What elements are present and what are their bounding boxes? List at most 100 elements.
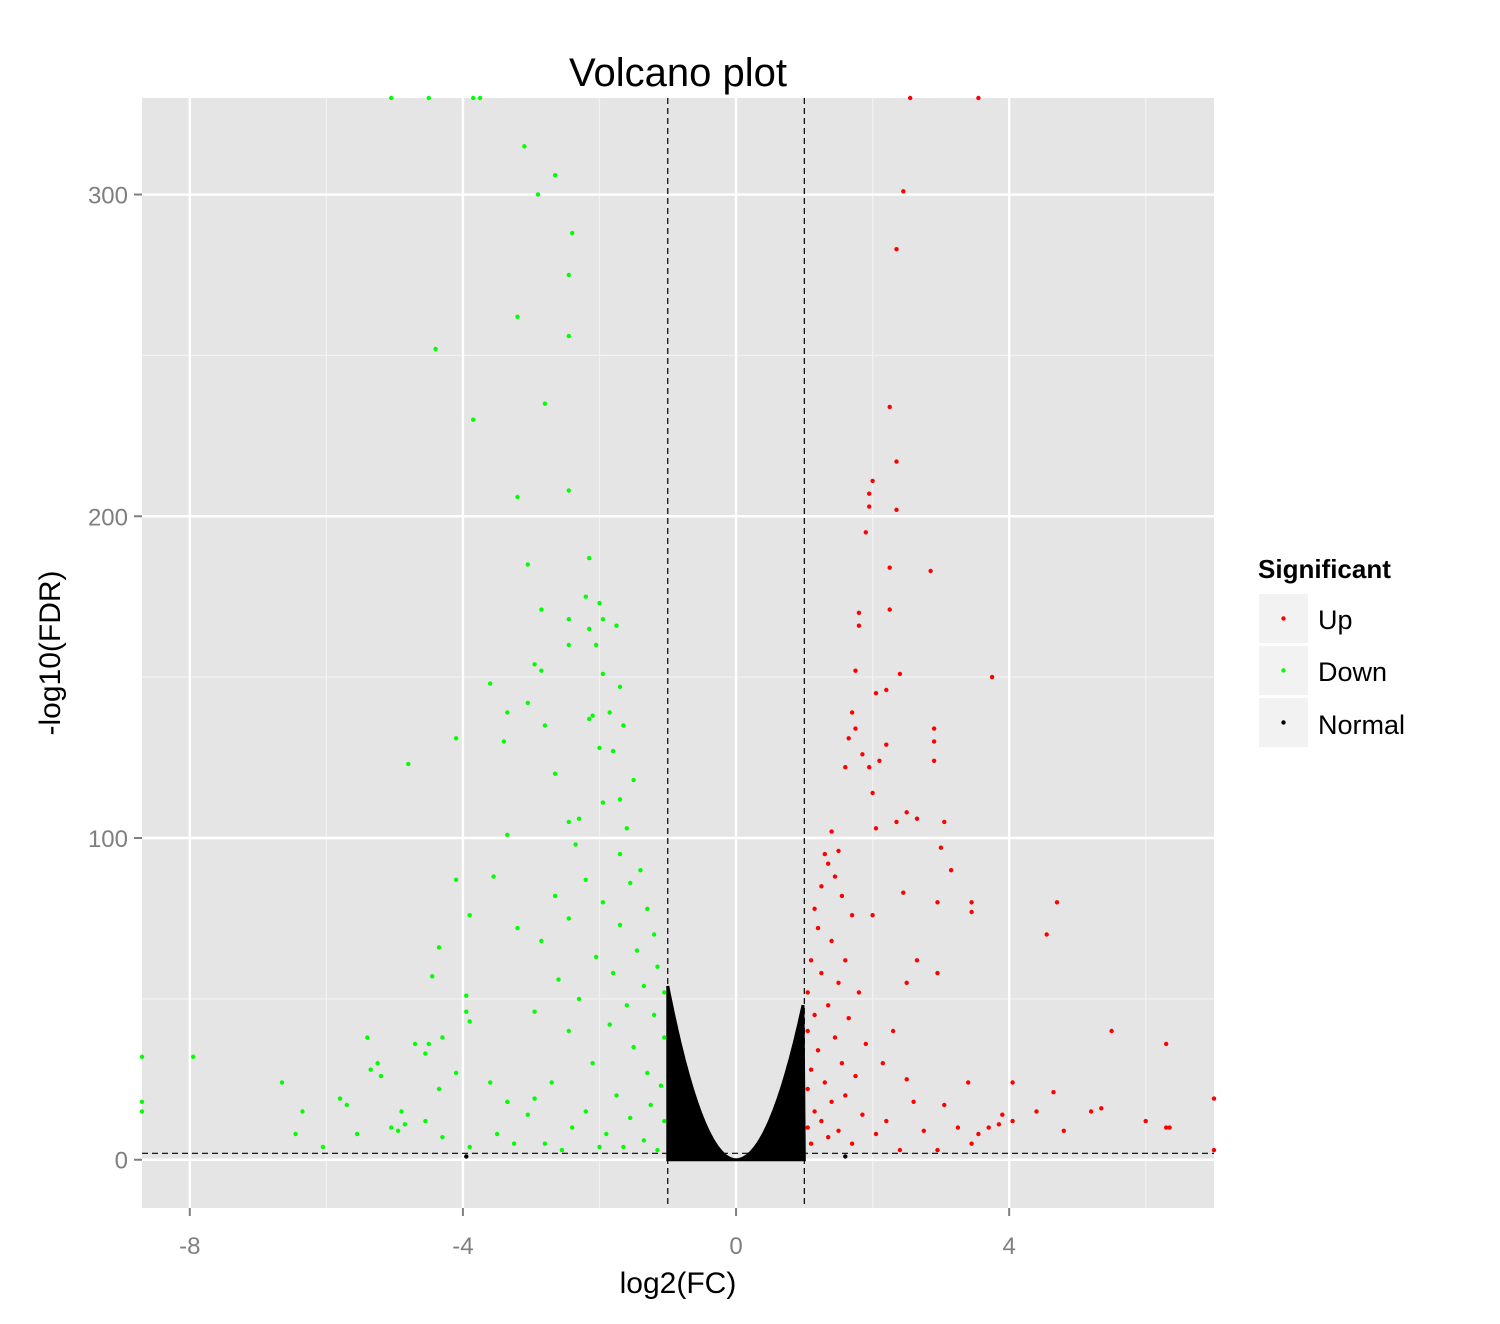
x-tick-label: -4 <box>452 1233 473 1260</box>
up-point <box>1099 1106 1104 1111</box>
up-point <box>853 668 858 673</box>
down-point <box>645 1070 650 1076</box>
down-point <box>549 1080 554 1085</box>
up-point <box>1211 1096 1217 1101</box>
down-point <box>566 617 571 622</box>
down-point <box>279 1080 285 1085</box>
normal-point <box>720 1155 725 1161</box>
x-tick-label: 4 <box>1002 1233 1015 1260</box>
legend-entry-down: Down <box>1259 646 1387 695</box>
down-point <box>375 1061 380 1066</box>
legend-swatch-up <box>1281 616 1286 621</box>
up-point <box>894 459 899 464</box>
down-point <box>628 880 633 886</box>
down-point <box>621 1144 626 1150</box>
up-point <box>812 1109 817 1114</box>
up-point <box>843 765 848 770</box>
down-point <box>293 1131 298 1137</box>
down-point <box>590 1061 595 1066</box>
down-point <box>617 851 623 857</box>
down-point <box>426 1041 431 1047</box>
down-point <box>440 1035 445 1040</box>
down-point <box>505 710 510 715</box>
down-point <box>525 700 530 706</box>
down-point <box>597 1144 602 1150</box>
up-point <box>808 1067 814 1072</box>
up-point <box>1109 1028 1114 1034</box>
up-point <box>904 1077 909 1082</box>
down-point <box>467 1019 472 1024</box>
up-point <box>1010 1080 1015 1085</box>
down-point <box>621 723 626 728</box>
down-point <box>532 1009 537 1014</box>
up-point <box>860 1112 865 1117</box>
down-point <box>522 144 527 149</box>
data-points <box>139 95 1217 1161</box>
up-point <box>894 507 899 512</box>
up-point <box>863 1041 868 1047</box>
down-point <box>566 333 571 339</box>
normal-point <box>747 1155 752 1161</box>
down-point <box>488 681 493 686</box>
up-point <box>843 1093 848 1098</box>
down-point <box>539 607 544 612</box>
legend-entry-normal: Normal <box>1259 698 1405 747</box>
down-point <box>597 745 602 751</box>
up-point <box>901 189 906 194</box>
up-point <box>976 95 981 101</box>
down-point <box>628 1115 633 1121</box>
down-point <box>566 819 571 825</box>
down-point <box>542 1141 548 1146</box>
down-point <box>662 990 667 995</box>
down-point <box>593 642 599 648</box>
down-point <box>576 996 582 1002</box>
down-point <box>491 874 496 879</box>
up-point <box>894 819 899 825</box>
up-point <box>826 861 831 866</box>
down-point <box>539 668 544 673</box>
down-point <box>604 1131 609 1137</box>
down-point <box>614 1093 619 1098</box>
up-point <box>931 758 937 763</box>
down-point <box>573 842 578 847</box>
down-point <box>631 1044 636 1050</box>
up-point <box>935 900 940 905</box>
up-point <box>1054 900 1060 905</box>
down-point <box>617 797 623 802</box>
threshold-lines <box>142 98 1214 1208</box>
up-point <box>836 848 841 854</box>
down-point <box>464 1009 469 1014</box>
down-point <box>477 95 483 101</box>
up-point <box>819 884 824 889</box>
major-gridlines <box>142 98 1214 1208</box>
up-point <box>969 909 974 915</box>
down-point <box>566 1028 571 1034</box>
up-point <box>1034 1109 1039 1114</box>
up-point <box>849 913 855 918</box>
up-point <box>969 900 974 905</box>
up-point <box>856 990 862 995</box>
up-point <box>853 726 858 731</box>
down-point <box>570 230 575 236</box>
up-point <box>873 1131 879 1137</box>
down-point <box>566 642 571 648</box>
up-point <box>948 868 954 873</box>
down-point <box>453 736 459 741</box>
up-point <box>870 913 875 918</box>
plot-panel <box>142 98 1214 1208</box>
up-point <box>870 478 875 484</box>
down-point <box>539 938 544 944</box>
down-point <box>515 925 520 931</box>
up-point <box>867 491 872 496</box>
up-point <box>931 726 937 731</box>
normal-point <box>843 1154 848 1159</box>
down-point <box>624 826 629 831</box>
normal-point <box>464 1154 469 1159</box>
up-point <box>1010 1118 1015 1124</box>
down-point <box>535 192 541 197</box>
up-point <box>853 1073 858 1079</box>
y-tick-label: 300 <box>88 183 128 210</box>
up-point <box>931 739 937 744</box>
up-point <box>805 1028 810 1034</box>
up-point <box>921 1128 926 1134</box>
